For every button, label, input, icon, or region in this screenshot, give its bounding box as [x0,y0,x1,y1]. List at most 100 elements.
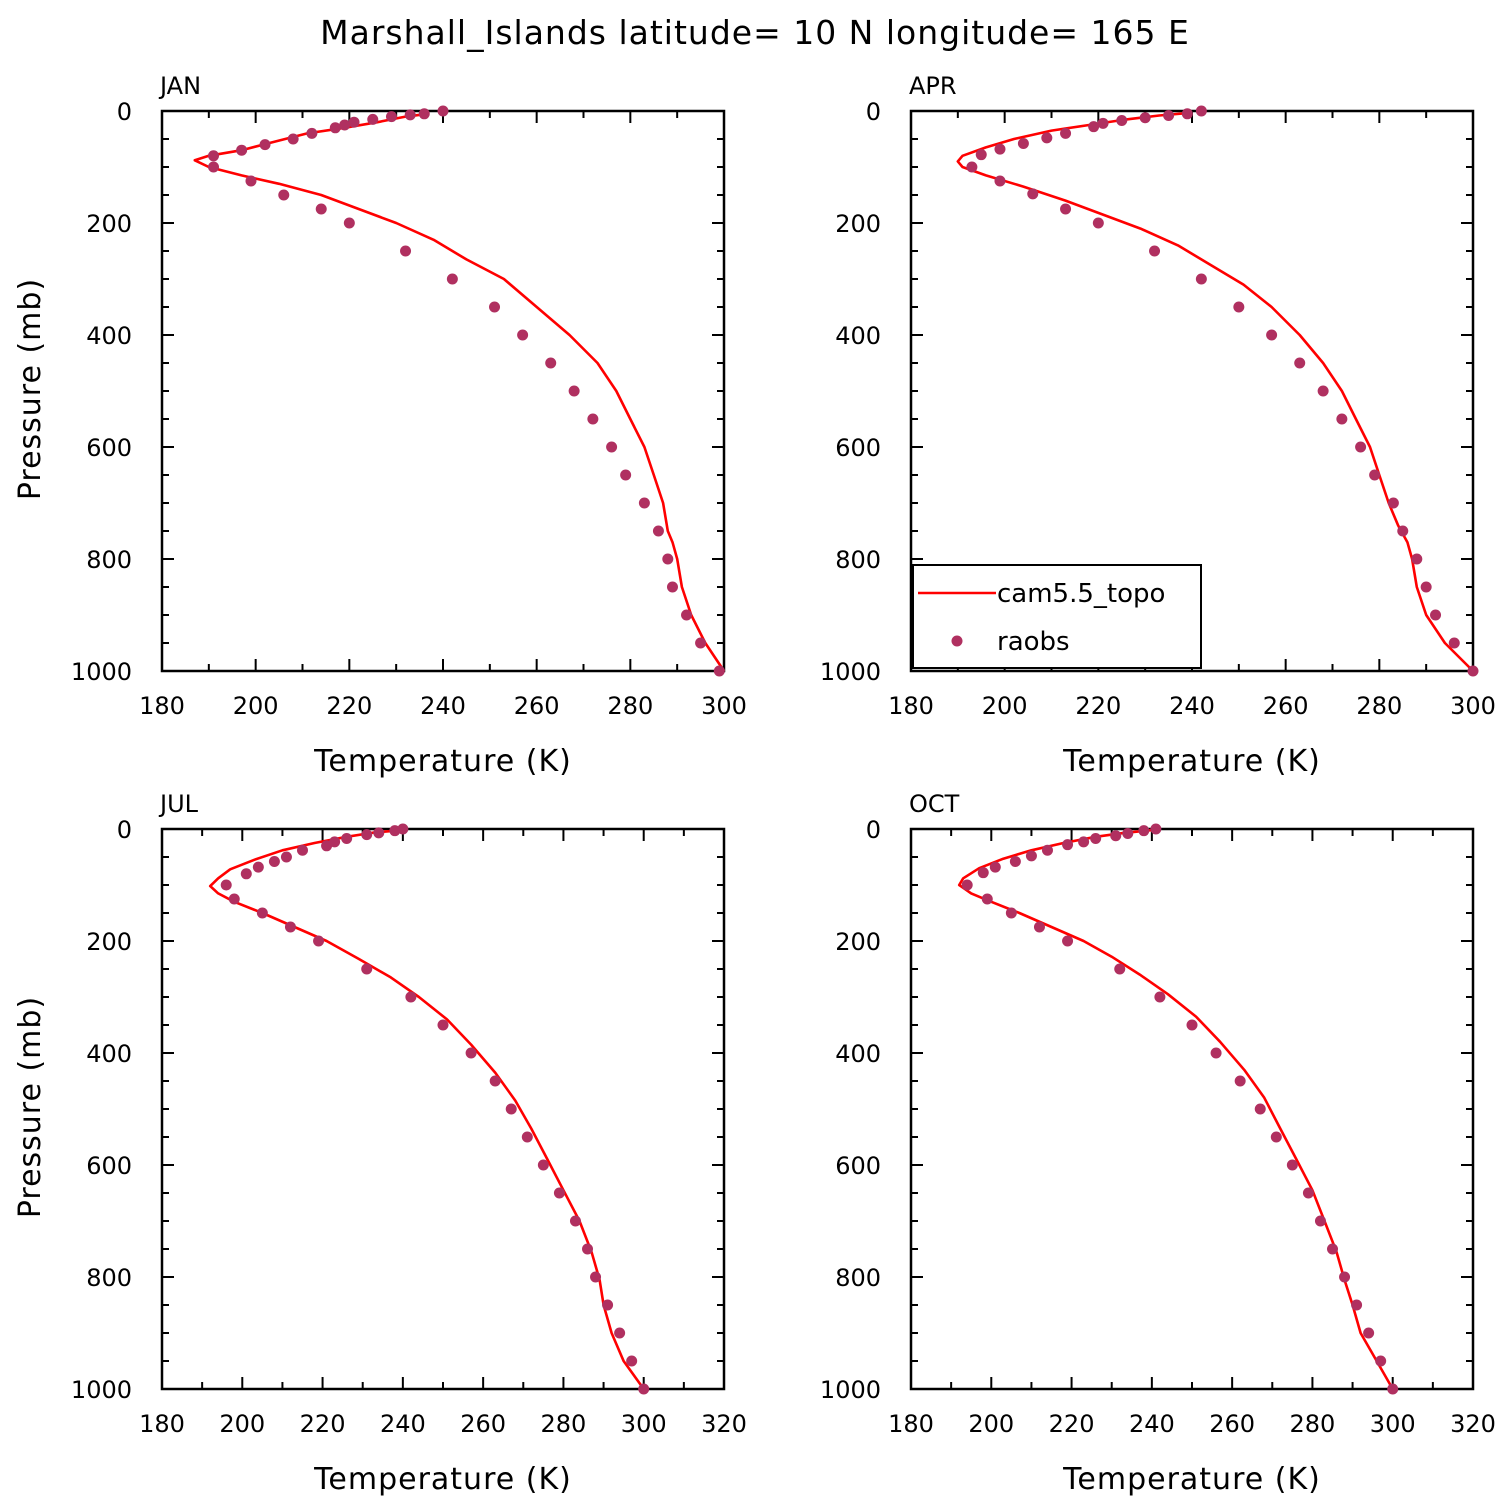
x-tick-label: 200 [219,1410,265,1438]
raobs-point [1005,907,1017,919]
panel-label: OCT [909,790,960,818]
y-tick-label: 1000 [820,1376,881,1404]
x-tick-label: 240 [380,1410,426,1438]
raobs-point [981,893,993,905]
legend-box [912,564,1202,669]
x-tick-label: 240 [1169,692,1215,720]
raobs-point [1114,963,1126,975]
raobs-point [961,879,973,891]
raobs-point [975,149,987,161]
x-tick-label: 320 [701,1410,747,1438]
x-tick-label: 260 [1263,692,1309,720]
raobs-point [1467,665,1479,677]
raobs-point [228,893,240,905]
raobs-point [1294,357,1306,369]
raobs-point [348,116,360,128]
raobs-point [1033,921,1045,933]
raobs-point [638,497,650,509]
raobs-point [1088,121,1100,133]
raobs-point [1327,1243,1338,1255]
raobs-point [1017,137,1029,149]
raobs-point [1210,1047,1222,1059]
raobs-point [994,175,1006,187]
y-tick-label: 400 [835,322,881,350]
raobs-point [1150,823,1162,835]
x-tick-label: 260 [1209,1410,1255,1438]
raobs-point [626,1355,638,1367]
raobs-point [1097,117,1109,129]
raobs-point [400,245,412,257]
raobs-point [590,1271,602,1283]
raobs-point [620,469,632,481]
raobs-point [1060,127,1072,139]
panel-label: JAN [158,72,201,100]
raobs-point [220,879,232,891]
raobs-point [582,1243,594,1255]
raobs-point [437,1019,449,1031]
panel-jul: 180 200 220 240 260 280 300 320 0 200 400 600 800 100… [13,790,747,1497]
series-line-cam5-5-topo [957,828,1394,1390]
raobs-point [315,203,327,215]
raobs-point [361,829,373,841]
raobs-point [418,108,430,120]
raobs-point [287,133,299,145]
raobs-point [1254,1103,1266,1115]
x-tick-label: 220 [300,1410,346,1438]
y-tick-label: 400 [86,322,132,350]
y-tick-label: 800 [86,1264,132,1292]
raobs-point [1234,1075,1246,1087]
y-tick-label: 800 [86,546,132,574]
raobs-point [1062,839,1074,851]
y-tick-label: 400 [86,1040,132,1068]
raobs-point [1387,497,1399,509]
raobs-point [268,855,280,867]
raobs-point [537,1159,549,1171]
legend-dot-swatch [951,635,963,647]
raobs-point [1122,827,1134,839]
y-tick-label: 1000 [820,658,881,686]
raobs-point [1092,217,1104,229]
y-tick-label: 600 [86,434,132,462]
plot-frame [160,827,726,1391]
raobs-point [1363,1327,1375,1339]
x-tick-label: 180 [139,692,185,720]
y-tick-label: 200 [835,928,881,956]
raobs-point [437,105,449,117]
y-tick-label: 0 [866,98,881,126]
x-axis-title: Temperature (K) [313,1462,572,1497]
raobs-point [666,581,678,593]
y-tick-label: 800 [835,1264,881,1292]
x-tick-label: 180 [888,1410,934,1438]
series-line-cam5-5-topo [956,111,1474,672]
x-tick-label: 320 [1450,1410,1496,1438]
raobs-point [505,1103,517,1115]
raobs-point [465,1047,477,1059]
x-tick-label: 200 [233,692,279,720]
raobs-point [1387,1383,1399,1395]
x-tick-label: 300 [701,692,747,720]
x-tick-label: 300 [1450,692,1496,720]
raobs-point [1027,188,1039,200]
raobs-point [1195,105,1207,117]
y-tick-label: 200 [86,928,132,956]
raobs-point [553,1187,565,1199]
x-tick-label: 220 [326,692,372,720]
raobs-point [405,991,417,1003]
panel-jan: 180 200 220 240 260 280 300 0 200 400 600 800 1000 JA… [13,72,747,779]
x-tick-label: 200 [982,692,1028,720]
x-tick-label: 220 [1075,692,1121,720]
x-tick-label: 180 [888,692,934,720]
raobs-point [1397,525,1409,537]
x-tick-label: 260 [460,1410,506,1438]
x-tick-label: 240 [420,692,466,720]
raobs-point [1009,855,1021,867]
y-axis-title: Pressure (mb) [13,278,48,500]
raobs-point [245,175,257,187]
x-tick-label: 280 [541,1410,587,1438]
raobs-point [1025,850,1037,862]
panel-label: APR [909,72,957,100]
x-tick-label: 200 [968,1410,1014,1438]
raobs-point [341,833,353,845]
panel-apr: 180 200 220 240 260 280 300 0 200 400 600 800 1000 AP… [820,72,1496,779]
